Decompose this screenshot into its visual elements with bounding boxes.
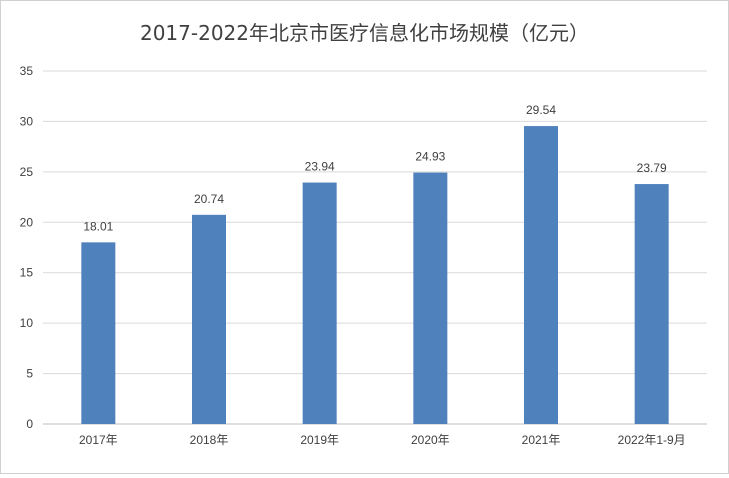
bar — [302, 182, 337, 424]
chart-title: 2017-2022年北京市医疗信息化市场规模（亿元） — [139, 21, 589, 45]
data-label: 29.54 — [526, 103, 556, 117]
y-tick-label: 30 — [20, 114, 34, 128]
x-tick-label: 2018年 — [190, 433, 229, 447]
y-tick-label: 15 — [20, 266, 34, 280]
x-tick-label: 2017年 — [79, 433, 118, 447]
x-tick-label: 2020年 — [411, 433, 450, 447]
x-tick-label: 2022年1-9月 — [618, 433, 686, 447]
bar — [524, 126, 558, 425]
bar — [192, 214, 226, 424]
y-tick-label: 35 — [20, 64, 34, 78]
bar — [634, 184, 669, 424]
x-tick-label: 2019年 — [300, 433, 339, 447]
y-tick-label: 20 — [20, 215, 34, 229]
data-label: 23.94 — [305, 160, 335, 174]
y-tick-label: 0 — [26, 417, 33, 431]
y-tick-label: 10 — [20, 316, 34, 330]
y-tick-label: 5 — [26, 367, 33, 381]
data-label: 24.93 — [415, 150, 445, 164]
bar — [81, 242, 116, 424]
data-label: 23.79 — [637, 161, 667, 175]
x-tick-label: 2021年 — [522, 433, 561, 447]
bar — [413, 172, 448, 424]
data-label: 18.01 — [83, 219, 113, 233]
y-tick-label: 25 — [20, 165, 34, 179]
data-label: 20.74 — [194, 192, 224, 206]
